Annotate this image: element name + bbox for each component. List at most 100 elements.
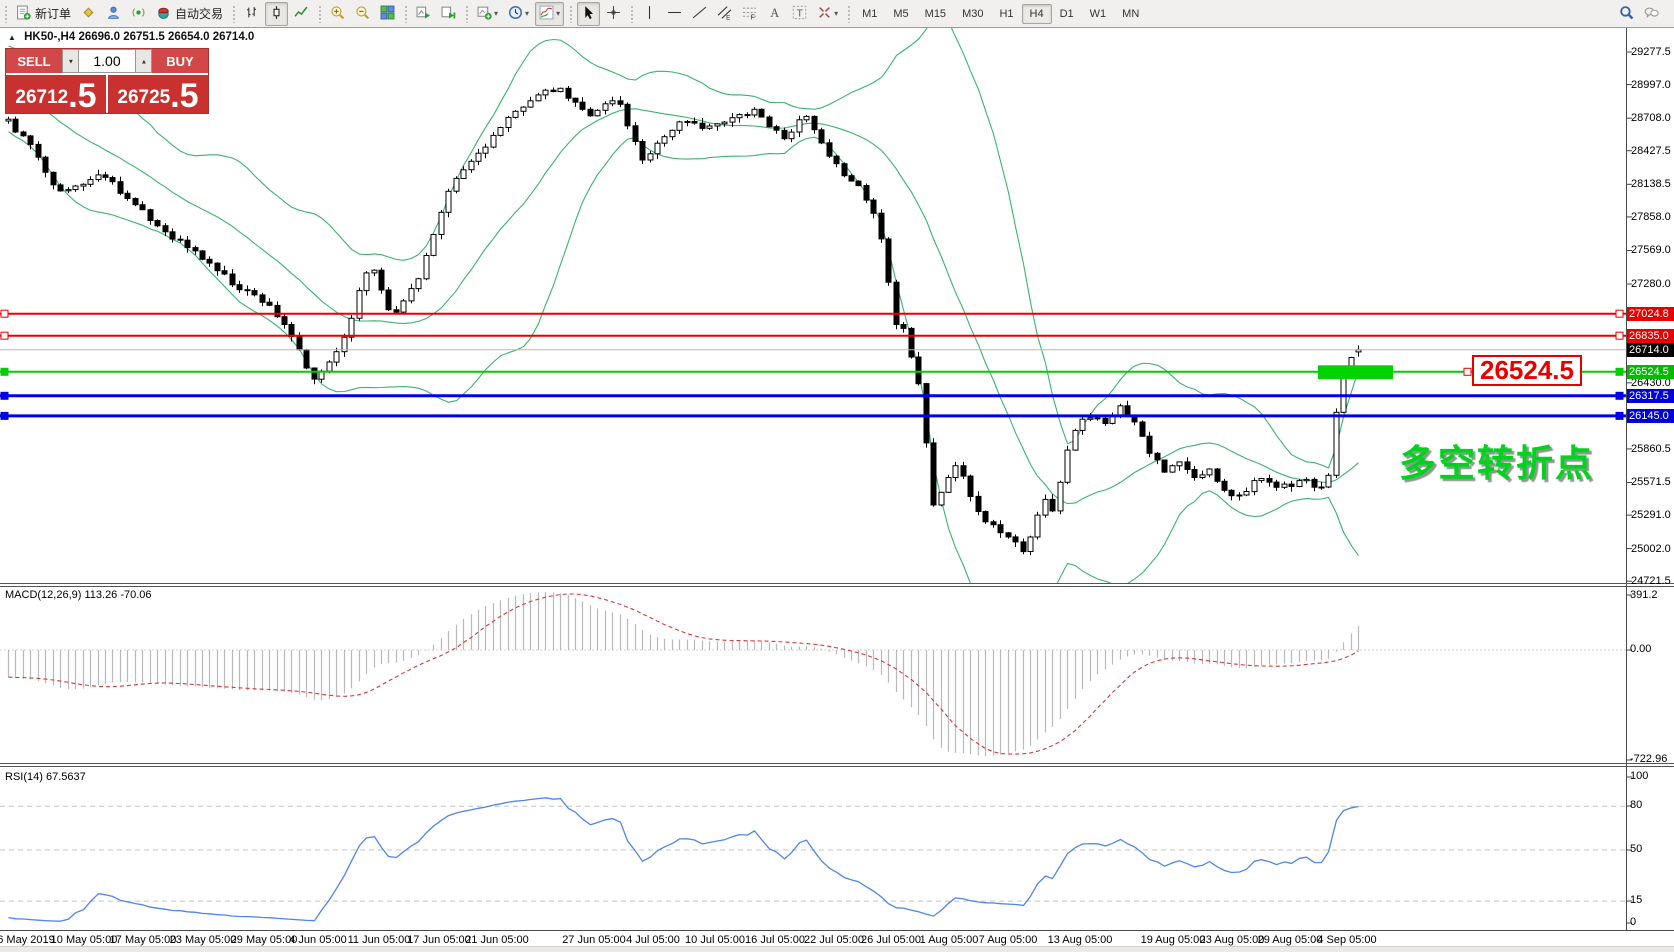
time-axis-label: 29 Aug 05:00 xyxy=(1257,934,1323,946)
time-axis-label: 21 Jun 05:00 xyxy=(465,934,529,946)
candlestick-chart-button[interactable] xyxy=(265,1,289,26)
zoom-in-icon xyxy=(330,5,345,23)
crosshair-tool-button[interactable] xyxy=(602,2,625,26)
time-axis-label: 11 Jun 05:00 xyxy=(347,934,411,946)
time-axis-label: 4 Jun 05:00 xyxy=(289,934,347,946)
zoom-out-icon xyxy=(355,5,370,23)
macd-axis-label: -722.96 xyxy=(1630,753,1668,765)
chart-title-text: HK50-,H4 26696.0 26751.5 26654.0 26714.0 xyxy=(24,31,255,43)
time-axis-label: 4 Sep 05:00 xyxy=(1317,934,1377,946)
rsi-axis-label: 100 xyxy=(1630,770,1649,782)
toolbar-grip xyxy=(4,4,8,23)
text-tool-button[interactable]: A xyxy=(763,2,786,26)
zoom-in-button[interactable] xyxy=(326,2,349,26)
label-tool-button[interactable]: T xyxy=(788,2,811,26)
channel-tool-icon: E xyxy=(717,5,732,23)
timeframe-M1-button[interactable]: M1 xyxy=(862,7,878,20)
volume-increase-button[interactable] xyxy=(135,49,152,73)
svg-text:A: A xyxy=(770,5,779,19)
timeframe-M5-button[interactable]: M5 xyxy=(893,7,909,20)
tile-windows-icon xyxy=(380,5,395,23)
new-chart-icon xyxy=(477,5,492,23)
auto-scroll-icon xyxy=(416,5,431,23)
volume-decrease-button[interactable] xyxy=(62,49,79,73)
indicators-button[interactable]: ▾ xyxy=(535,1,565,26)
channel-tool-button[interactable]: E xyxy=(713,2,736,26)
horizontal-line-tool-button[interactable] xyxy=(663,2,686,26)
vertical-line-tool-button[interactable] xyxy=(638,2,661,26)
tile-windows-button[interactable] xyxy=(376,2,399,26)
arrows-tool-icon xyxy=(817,5,832,23)
market-watch-button[interactable] xyxy=(102,2,125,26)
bar-chart-icon xyxy=(244,5,259,23)
search-icon xyxy=(1619,5,1634,23)
trendline-tool-button[interactable] xyxy=(688,2,711,26)
one-click-trading-panel: SELL BUY 26712.5 26725.5 xyxy=(5,48,209,114)
chart-shift-icon xyxy=(441,5,456,23)
sell-price[interactable]: 26712.5 xyxy=(6,75,108,113)
chart-shift-button[interactable] xyxy=(437,2,460,26)
timeframe-H4-button[interactable]: H4 xyxy=(1021,3,1052,24)
metaeditor-button[interactable] xyxy=(77,2,100,26)
zoom-out-button[interactable] xyxy=(351,2,374,26)
svg-text:F: F xyxy=(751,14,755,20)
time-axis-label: 6 May 2019 xyxy=(0,934,55,946)
toolbar-grip xyxy=(630,4,635,23)
toolbar: 新订单 自动交易 ▾ ▾ ▾ E F A T ▾ M1 M5 M15 M30 H1 H4 D1 W1 MN xyxy=(0,0,1674,28)
timeframe-H1-button[interactable]: H1 xyxy=(999,7,1014,20)
toolbar-grip xyxy=(404,4,409,23)
toolbar-grip xyxy=(847,4,852,23)
broadcast-icon xyxy=(131,5,146,23)
timeframe-W1-button[interactable]: W1 xyxy=(1089,7,1107,20)
price-axis-tick: 27858.0 xyxy=(1631,211,1671,223)
time-axis-label: 10 Jul 05:00 xyxy=(685,934,745,946)
timeframe-M15-button[interactable]: M15 xyxy=(924,7,947,20)
cursor-tool-icon xyxy=(581,5,596,23)
price-text-label[interactable]: 26524.5 xyxy=(1472,355,1582,386)
new-order-icon xyxy=(16,5,31,23)
indicators-icon xyxy=(539,5,554,23)
chat-button[interactable] xyxy=(1640,2,1663,26)
fibonacci-tool-icon: F xyxy=(742,5,757,23)
price-axis-flag: 27024.8 xyxy=(1627,307,1674,321)
price-axis-tick: 24721.5 xyxy=(1631,575,1671,587)
timeframe-D1-button[interactable]: D1 xyxy=(1059,7,1074,20)
search-button[interactable] xyxy=(1615,2,1638,26)
buy-button[interactable]: BUY xyxy=(152,49,208,73)
price-axis-flag: 26145.0 xyxy=(1627,409,1674,423)
time-axis-label: 23 May 05:00 xyxy=(169,934,237,946)
text-tool-icon: A xyxy=(767,5,782,23)
vertical-line-tool-icon xyxy=(642,5,657,23)
arrows-tool-button[interactable]: ▾ xyxy=(813,2,842,26)
cursor-tool-button[interactable] xyxy=(577,1,601,26)
chinese-annotation[interactable]: 多空转折点 xyxy=(1399,443,1594,484)
price-axis-tick: 27569.0 xyxy=(1631,244,1671,256)
autotrading-button[interactable]: 自动交易 xyxy=(152,2,227,26)
price-axis-flag: 26714.0 xyxy=(1627,343,1674,357)
broadcast-button[interactable] xyxy=(127,2,150,26)
time-axis-label: 26 Jul 05:00 xyxy=(861,934,921,946)
rsi-axis-label: 80 xyxy=(1630,799,1643,811)
chat-icon xyxy=(1644,5,1659,23)
new-order-button[interactable]: 新订单 xyxy=(12,2,75,26)
fibonacci-tool-button[interactable]: F xyxy=(738,2,761,26)
auto-scroll-button[interactable] xyxy=(412,2,435,26)
price-axis-flag: 26835.0 xyxy=(1627,329,1674,343)
bottom-strip xyxy=(0,946,1674,952)
sell-button[interactable]: SELL xyxy=(6,49,62,73)
buy-price[interactable]: 26725.5 xyxy=(108,75,208,113)
price-axis-tick: 25002.0 xyxy=(1631,543,1671,555)
timeframe-MN-button[interactable]: MN xyxy=(1122,7,1140,20)
bar-chart-button[interactable] xyxy=(240,2,263,26)
dropdown-caret-icon: ▾ xyxy=(525,9,530,18)
price-axis-tick: 25291.0 xyxy=(1631,509,1671,521)
timeframe-M30-button[interactable]: M30 xyxy=(962,7,984,20)
price-axis-tick: 28138.5 xyxy=(1631,178,1671,190)
line-chart-button[interactable] xyxy=(290,2,313,26)
new-chart-button[interactable]: ▾ xyxy=(473,2,502,26)
time-axis-label: 22 Jul 05:00 xyxy=(804,934,864,946)
toolbar-grip xyxy=(569,4,574,23)
volume-input[interactable] xyxy=(79,49,135,73)
periods-button[interactable]: ▾ xyxy=(504,2,533,26)
